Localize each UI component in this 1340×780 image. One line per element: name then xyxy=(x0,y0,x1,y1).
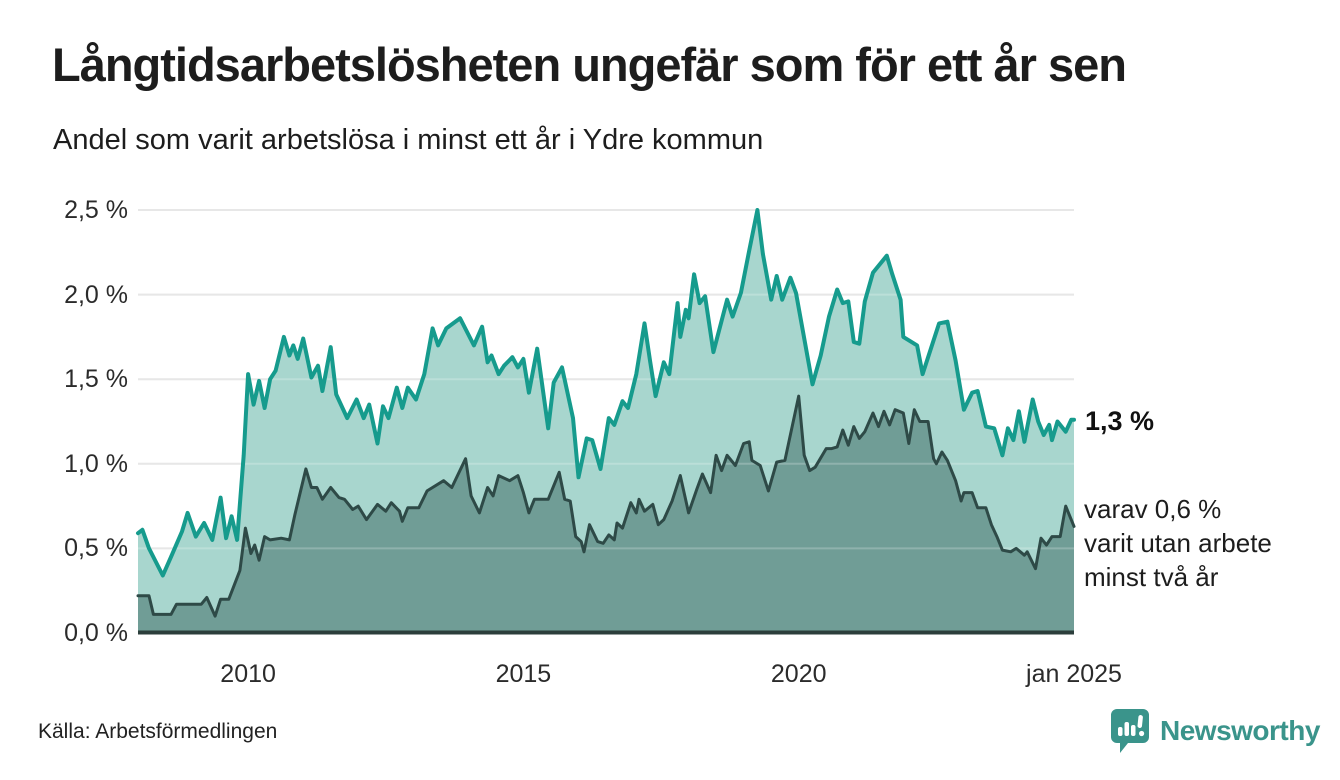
source-note: Källa: Arbetsförmedlingen xyxy=(38,720,278,743)
total-line xyxy=(136,208,1076,578)
annotation-line: minst två år xyxy=(1084,562,1219,592)
x-axis-baseline xyxy=(138,630,1074,635)
two-year-line xyxy=(136,394,1076,618)
x-axis-label: 2015 xyxy=(495,660,552,688)
chart-title: Långtidsarbetslösheten ungefär som för e… xyxy=(52,38,1127,91)
x-axis-label: 2010 xyxy=(220,660,276,688)
y-axis-label: 2,0 % xyxy=(64,280,128,309)
x-axis-label: 2020 xyxy=(770,660,827,688)
newsworthy-logo: Newsworthy xyxy=(1110,708,1320,754)
annotation-line: varav 0,6 % xyxy=(1084,494,1222,524)
value-annotation-two-year: varav 0,6 % varit utan arbete minst två … xyxy=(1084,492,1272,594)
newsworthy-logo-text: Newsworthy xyxy=(1160,715,1320,746)
newsworthy-logo-icon xyxy=(1111,709,1149,753)
y-axis-label: 2,5 % xyxy=(64,196,128,224)
value-annotation-total: 1,3 % xyxy=(1085,406,1155,436)
y-axis-label: 1,5 % xyxy=(64,365,128,394)
annotation-line: varit utan arbete xyxy=(1084,528,1272,558)
y-axis-label: 0,0 % xyxy=(64,619,128,647)
x-axis-label: jan 2025 xyxy=(1026,660,1122,688)
chart-subtitle: Andel som varit arbetslösa i minst ett å… xyxy=(53,124,764,156)
y-axis-label: 0,5 % xyxy=(64,534,128,563)
two-year-area xyxy=(138,396,1074,633)
y-axis-label: 1,0 % xyxy=(64,449,128,478)
